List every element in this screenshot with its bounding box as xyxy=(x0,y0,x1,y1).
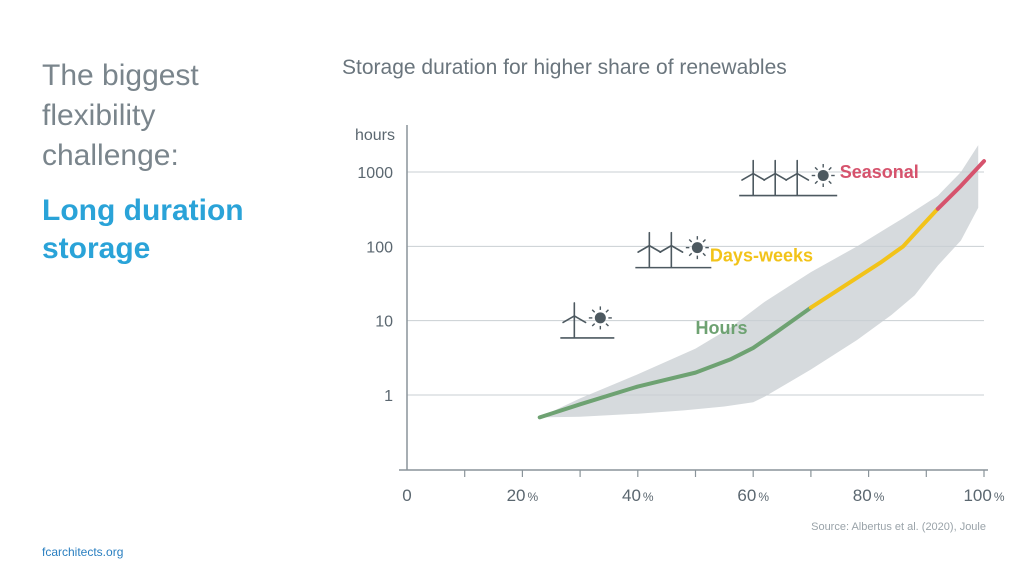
annotation-hours: Hours xyxy=(696,318,748,338)
x-tick-label-0: 0 xyxy=(402,486,411,505)
y-tick-label-10: 10 xyxy=(375,314,393,331)
sun-ray xyxy=(591,309,596,313)
two-turbines-sun-icon xyxy=(635,231,712,269)
y-tick-label-1000: 1000 xyxy=(357,165,393,182)
turbine-blade xyxy=(752,172,766,181)
y-tick-label-1: 1 xyxy=(384,388,393,405)
annotation-seasonal: Seasonal xyxy=(840,162,919,182)
subhead: Long duration storage xyxy=(42,194,244,265)
y-axis-label: hours xyxy=(355,127,395,144)
series-line-days-weeks xyxy=(808,206,940,310)
series-line-seasonal xyxy=(935,159,986,211)
annotation-days-weeks: Days-weeks xyxy=(710,246,813,266)
sun-disc xyxy=(594,312,606,324)
sun-ray xyxy=(702,238,706,243)
source-note: Source: Albertus et al. (2020), Joule xyxy=(811,521,986,533)
three-turbines-sun-icon xyxy=(739,159,838,197)
turbine-blade xyxy=(763,172,777,181)
chart-title: Storage duration for higher share of ren… xyxy=(342,56,787,79)
x-tick-label-40: 40% xyxy=(622,486,654,505)
turbine-blade xyxy=(774,172,788,181)
headline: The biggest flexibility challenge: xyxy=(42,59,199,172)
sun-ray xyxy=(814,180,819,185)
sun-ray xyxy=(828,166,832,171)
x-tick-label-20: 20% xyxy=(507,486,539,505)
sun-ray xyxy=(688,252,693,257)
footer-link[interactable]: fcarchitects.org xyxy=(42,545,124,559)
sun-ray xyxy=(688,238,693,243)
sun-disc xyxy=(691,242,703,254)
sun-ray xyxy=(591,323,596,327)
turbine-blade xyxy=(785,172,799,181)
sun-ray xyxy=(814,166,819,171)
turbine-blade xyxy=(562,315,576,324)
turbine-blade xyxy=(670,244,684,253)
one-turbine-sun-icon xyxy=(560,302,615,339)
turbine-blade xyxy=(796,172,810,181)
turbine-blade xyxy=(659,244,673,253)
x-tick-label-80: 80% xyxy=(853,486,885,505)
uncertainty-band xyxy=(539,145,979,418)
turbine-blade xyxy=(741,172,755,181)
sun-ray xyxy=(605,323,609,327)
sun-ray xyxy=(605,309,609,313)
sun-disc xyxy=(817,170,829,182)
series-line-hours xyxy=(537,305,813,420)
y-tick-label-100: 100 xyxy=(366,239,393,256)
turbine-blade xyxy=(648,244,662,253)
sun-ray xyxy=(702,252,706,257)
sun-ray xyxy=(828,180,832,185)
turbine-blade xyxy=(573,315,587,324)
x-tick-label-100: 100% xyxy=(963,486,1004,505)
turbine-blade xyxy=(637,244,651,253)
x-tick-label-60: 60% xyxy=(737,486,769,505)
